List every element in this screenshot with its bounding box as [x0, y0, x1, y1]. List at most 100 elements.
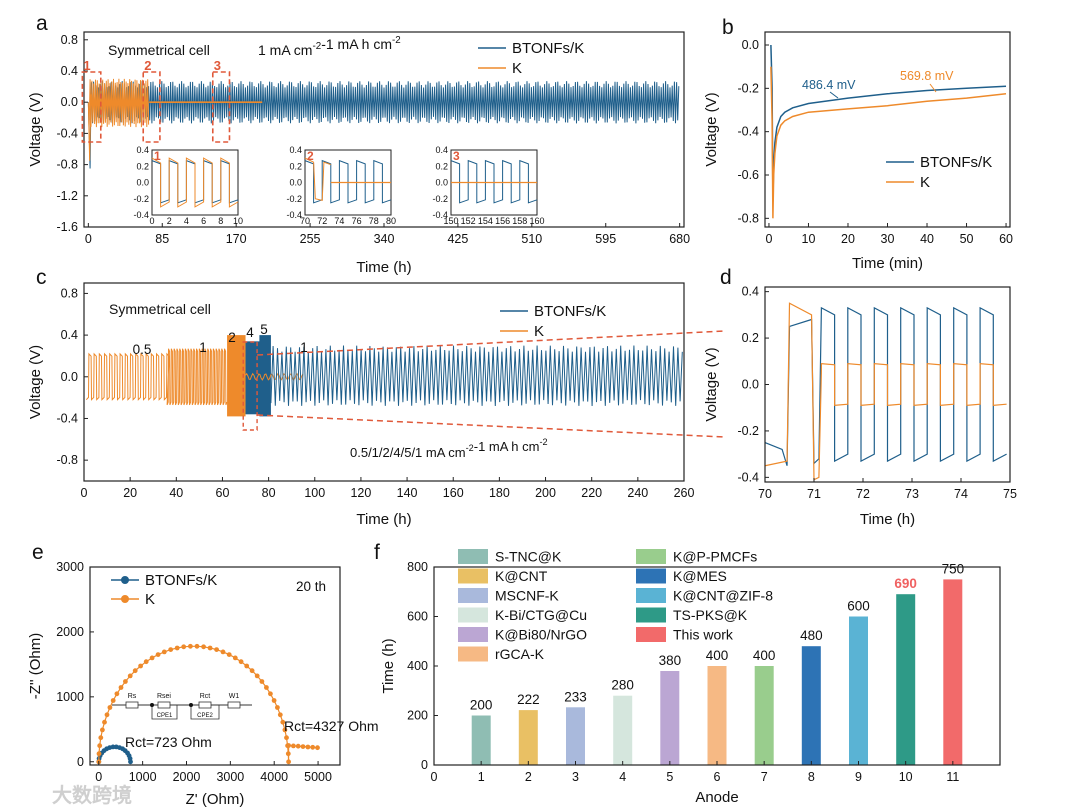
a-inset-xtick-label: 154: [478, 216, 493, 226]
f-xlabel: Anode: [695, 789, 738, 806]
series-k-point: [104, 712, 110, 718]
b-xtick-label: 0: [765, 232, 772, 246]
e-xtick-label: 5000: [304, 770, 332, 784]
d-xtick-label: 72: [856, 487, 870, 501]
panel-c-chart: 0 20 40 60 80 100 120 140 160 180 200 220 240 260 0.8 0…: [27, 282, 725, 528]
d-ytick-label: 0.0: [742, 378, 759, 392]
bar-data-label: 480: [800, 628, 823, 643]
c-rate-label: 2: [228, 330, 236, 345]
b-ytick-label: -0.6: [737, 168, 759, 182]
series-k-point: [277, 712, 283, 718]
bar: [896, 594, 916, 765]
a-ytick-label: -0.4: [56, 126, 78, 140]
c-xtick-label: 0: [81, 486, 88, 500]
e-plot-frame: [89, 566, 341, 766]
bar: [849, 616, 868, 765]
f-legend-text: K@P-PMCFs: [673, 549, 757, 565]
series-k-line: [764, 302, 1007, 481]
e-annotation-k: Rct=4327 Ohm: [284, 718, 379, 734]
bar: [613, 695, 633, 765]
e-circuit-resistor: [227, 701, 241, 709]
e-circuit-node: [189, 703, 193, 707]
f-xtick-label: 7: [761, 770, 768, 784]
c-legend-k-text: K: [534, 323, 544, 340]
a-inset-k-line: [151, 157, 239, 208]
series-k-point: [214, 647, 220, 652]
series-k-point: [98, 735, 104, 741]
a-inset-xtick-label: 158: [512, 216, 527, 226]
series-k-point: [254, 673, 260, 679]
bar: [471, 715, 491, 765]
a-inset-xtick-label: 2: [167, 216, 172, 226]
series-k-point: [155, 652, 161, 657]
b-xtick-label: 30: [881, 232, 895, 246]
f-legend-swatch: [458, 607, 488, 623]
series-k-point: [300, 744, 306, 749]
c-xtick-label: 60: [216, 486, 230, 500]
a-inset-k-line: [304, 157, 331, 202]
d-xtick-label: 73: [905, 487, 919, 501]
f-legend-text: K-Bi/CTG@Cu: [495, 607, 587, 623]
f-ytick-label: 200: [407, 709, 428, 723]
panel-label-c: c: [36, 266, 47, 289]
e-legend-k-text: K: [145, 591, 155, 608]
b-annotation-btonfs: 486.4 mV: [802, 78, 856, 92]
a-inset-xtick-label: 78: [369, 216, 379, 226]
a-condition: 1 mA cm-2-1 mA h cm-2: [258, 35, 401, 58]
e-ytick-label: 1000: [56, 690, 84, 704]
a-inset-label: 3: [453, 149, 460, 163]
series-k-point: [188, 643, 193, 649]
series-k-dense-region: [227, 335, 246, 417]
b-xtick-label: 10: [802, 232, 816, 246]
c-title: Symmetrical cell: [109, 301, 211, 317]
bar-data-label: 200: [470, 698, 493, 713]
c-ytick-label: 0.8: [61, 286, 78, 300]
panel-label-e: e: [32, 541, 44, 564]
c-ytick-label: -0.8: [56, 453, 78, 467]
c-xtick-label: 180: [489, 486, 510, 500]
a-legend-btonfs-text: BTONFs/K: [512, 40, 584, 57]
series-btonfs-k-line: [764, 306, 1007, 466]
f-xtick-label: 0: [431, 770, 438, 784]
series-k-point: [286, 743, 291, 748]
series-k-point: [226, 652, 232, 657]
a-inset-ytick-label: -0.4: [286, 210, 302, 220]
c-xtick-label: 120: [350, 486, 371, 500]
series-btonfs-k-line: [770, 44, 1007, 202]
bar: [707, 666, 727, 765]
a-callout-box: [142, 71, 161, 143]
f-xtick-label: 5: [666, 770, 673, 784]
a-inset-xtick-label: 74: [334, 216, 344, 226]
a-inset-xtick-label: 76: [352, 216, 362, 226]
a-ytick-label: -1.2: [56, 189, 78, 203]
series-k-point: [97, 743, 103, 749]
c-ytick-label: 0.4: [61, 328, 78, 342]
series-k-point: [284, 735, 289, 741]
series-k-point: [201, 644, 207, 650]
e-circuit-branch: [151, 705, 178, 720]
a-ytick-label: -0.8: [56, 158, 78, 172]
c-legend-btonfs-text: BTONFs/K: [534, 303, 606, 320]
d-ytick-label: -0.2: [737, 424, 759, 438]
a-inset-xtick-label: 6: [201, 216, 206, 226]
f-legend-text: rGCA-K: [495, 646, 545, 662]
d-ytick-label: 0.2: [742, 331, 759, 345]
series-k-line: [770, 66, 1007, 219]
series-k-point: [110, 698, 116, 703]
f-xtick-label: 4: [619, 770, 626, 784]
b-xtick-label: 40: [920, 232, 934, 246]
a-inset-ytick-label: 0.2: [435, 161, 448, 171]
c-xtick-label: 200: [535, 486, 556, 500]
a-inset-xtick-label: 10: [233, 216, 243, 226]
series-k-point: [232, 655, 238, 661]
series-k-point: [259, 679, 265, 684]
bar: [754, 666, 774, 765]
bar: [660, 671, 680, 765]
c-xtick-label: 260: [674, 486, 695, 500]
e-ytick-label: 3000: [56, 560, 84, 574]
a-inset-xtick-label: 4: [184, 216, 189, 226]
panel-label-f: f: [374, 541, 380, 564]
e-circuit-resistor: [198, 701, 212, 709]
a-inset-ytick-label: 0.4: [289, 145, 302, 155]
